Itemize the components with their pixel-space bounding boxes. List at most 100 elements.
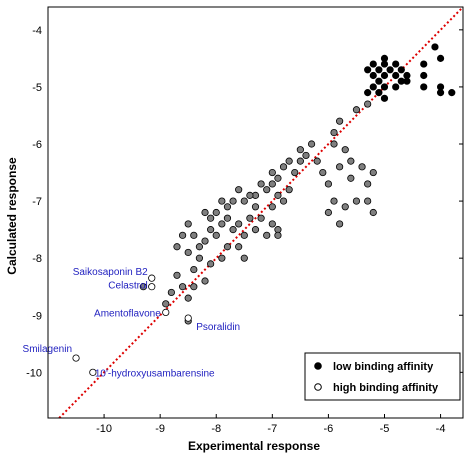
mid-affinity-point (201, 277, 209, 285)
mid-affinity-point (324, 180, 333, 188)
low-affinity-point (369, 60, 377, 68)
high-affinity-point (148, 283, 156, 291)
mid-affinity-point (274, 231, 282, 239)
mid-affinity-point (313, 157, 321, 165)
mid-affinity-point (162, 300, 170, 308)
mid-affinity-point (341, 203, 349, 211)
mid-affinity-point (257, 180, 265, 188)
low-affinity-point (375, 89, 383, 97)
mid-affinity-point (251, 203, 260, 211)
mid-affinity-point (223, 214, 232, 222)
mid-affinity-point (240, 197, 248, 205)
mid-affinity-point (173, 271, 181, 279)
mid-affinity-point (223, 243, 232, 251)
mid-affinity-point (167, 288, 175, 297)
mid-affinity-point (212, 208, 220, 217)
mid-affinity-point (235, 186, 243, 194)
mid-affinity-point (218, 197, 226, 205)
mid-affinity-point (274, 174, 282, 182)
mid-affinity-point (336, 163, 344, 171)
high-affinity-point (148, 274, 156, 282)
mid-affinity-point (190, 283, 198, 291)
x-tick-label: -6 (324, 423, 334, 435)
x-axis-title: Experimental response (188, 439, 320, 453)
mid-affinity-point (195, 254, 204, 262)
mid-affinity-point (279, 163, 288, 171)
low-affinity-point (380, 71, 389, 80)
mid-affinity-point (235, 243, 243, 251)
y-axis-title: Calculated response (5, 157, 19, 275)
legend-label-high: high binding affinity (333, 382, 439, 394)
mid-affinity-point (235, 220, 243, 228)
y-tick-label: -9 (32, 310, 42, 322)
low-affinity-point (375, 77, 383, 85)
mid-affinity-point (212, 231, 220, 239)
mid-affinity-point (341, 146, 349, 154)
mid-affinity-point (358, 163, 366, 171)
legend-marker-high (314, 383, 322, 391)
mid-affinity-point (352, 106, 361, 114)
low-affinity-point (392, 60, 400, 68)
low-affinity-point (369, 71, 377, 80)
legend-marker-low (314, 362, 322, 370)
low-affinity-point (397, 77, 405, 85)
mid-affinity-point (195, 243, 204, 251)
mid-affinity-point (268, 180, 276, 188)
mid-affinity-point (263, 231, 271, 239)
mid-affinity-point (369, 168, 377, 177)
x-tick-label: -7 (267, 423, 277, 435)
mid-affinity-point (207, 260, 215, 268)
low-affinity-point (392, 71, 400, 80)
mid-affinity-point (369, 208, 377, 217)
mid-affinity-point (285, 157, 293, 165)
annotation-label: Smilagenin (23, 344, 72, 355)
high-affinity-point (162, 308, 170, 316)
mid-affinity-point (139, 283, 147, 291)
mid-affinity-point (201, 208, 209, 217)
x-tick-label: -8 (211, 423, 221, 435)
mid-affinity-point (319, 168, 327, 177)
mid-affinity-point (336, 117, 344, 125)
annotation-label: Psoralidin (196, 322, 240, 333)
mid-affinity-point (352, 197, 361, 205)
mid-affinity-point (268, 203, 276, 211)
legend-label-low: low binding affinity (333, 361, 434, 373)
plot-frame (47, 6, 464, 419)
mid-affinity-point (296, 157, 304, 165)
mid-affinity-point (240, 231, 248, 239)
mid-affinity-point (246, 214, 254, 222)
annotation-label: Amentoflavone (94, 308, 161, 319)
mid-affinity-point (302, 151, 310, 160)
mid-affinity-point (240, 254, 248, 262)
high-affinity-point (184, 314, 192, 322)
mid-affinity-point (347, 174, 355, 182)
plot-area: Saikosaponin B2 Celastrol Amentoflavone Pso… (23, 6, 464, 419)
high-affinity-point (89, 368, 97, 376)
mid-affinity-point (263, 186, 271, 194)
mid-affinity-point (190, 265, 198, 274)
x-tick-label: -9 (155, 423, 165, 435)
mid-affinity-point (184, 294, 192, 302)
low-affinity-point (364, 89, 372, 97)
reference-line (58, 6, 464, 419)
mid-affinity-point (296, 146, 304, 154)
low-affinity-point (436, 89, 445, 97)
mid-affinity-point (207, 214, 215, 222)
mid-affinity-point (173, 243, 181, 251)
y-tick-label: -6 (32, 139, 42, 151)
mid-affinity-point (324, 208, 333, 217)
mid-affinity-point (184, 248, 192, 257)
mid-affinity-point (268, 168, 276, 177)
low-affinity-point (380, 60, 389, 68)
mid-affinity-point (336, 220, 344, 228)
low-affinity-point (386, 66, 394, 74)
mid-affinity-point (190, 231, 198, 239)
mid-affinity-point (347, 157, 355, 165)
low-affinity-point (364, 66, 372, 74)
legend-box (304, 352, 461, 401)
mid-affinity-point (364, 197, 372, 205)
annotation-label: 10'-hydroxyusambarensine (95, 368, 215, 379)
low-affinity-point (420, 60, 428, 68)
mid-affinity-point (218, 254, 226, 262)
mid-affinity-point (364, 100, 372, 108)
